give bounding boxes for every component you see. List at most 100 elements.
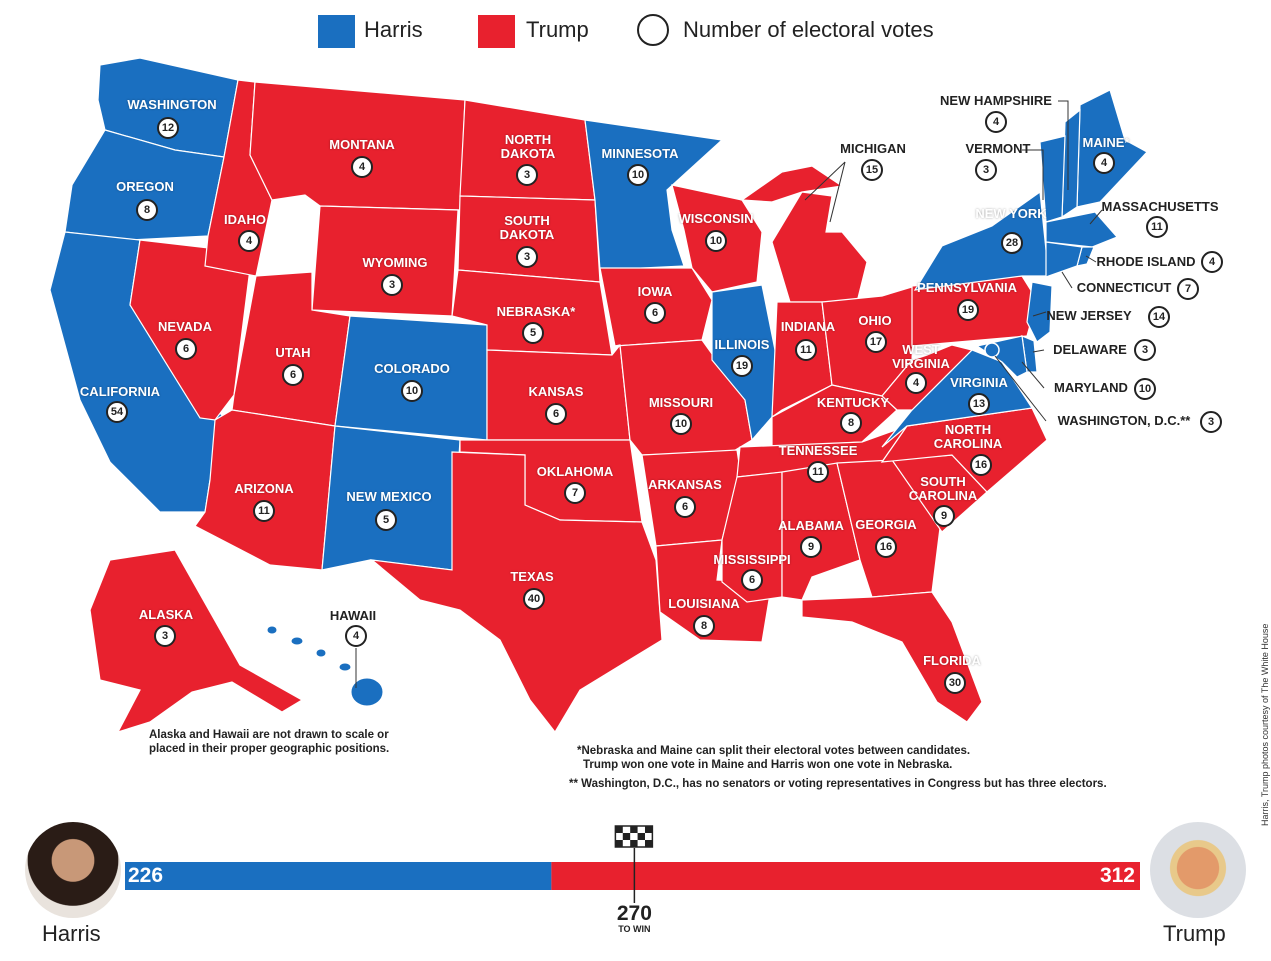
state-label: ALASKA [138, 607, 194, 622]
finish-flag [644, 826, 653, 833]
state-label: KANSAS [528, 384, 584, 399]
harris-total: 226 [128, 864, 164, 887]
electoral-votes: 14 [1148, 306, 1170, 328]
electoral-votes: 3 [1134, 339, 1156, 361]
legend-circle [637, 14, 669, 46]
electoral-votes: 16 [875, 536, 897, 558]
state-shape [801, 591, 983, 723]
electoral-votes: 9 [933, 505, 955, 527]
electoral-votes: 4 [351, 156, 373, 178]
electoral-votes: 3 [516, 164, 538, 186]
state-label: CONNECTICUT [1076, 280, 1172, 295]
electoral-votes: 11 [807, 461, 829, 483]
state-label: VIRGINIA [950, 375, 1008, 390]
state-label: LOUISIANA [668, 596, 740, 611]
electoral-votes: 15 [861, 159, 883, 181]
note: ** Washington, D.C., has no senators or … [569, 778, 1107, 790]
leader-line [1032, 349, 1045, 353]
finish-flag [630, 840, 638, 847]
state-shape [350, 677, 384, 707]
state-label: NEW HAMPSHIRE [940, 93, 1052, 108]
state-label: MARYLAND [1054, 380, 1128, 395]
state-label: CALIFORNIA [79, 384, 161, 399]
state-label: MICHIGAN [840, 141, 906, 156]
electoral-votes: 10 [1134, 378, 1156, 400]
trump-photo [1150, 822, 1246, 918]
harris-bar [125, 862, 552, 890]
harris-name: Harris [42, 921, 101, 946]
win-label: TO WIN [618, 924, 651, 934]
electoral-votes: 19 [731, 355, 753, 377]
electoral-votes: 3 [1200, 411, 1222, 433]
electoral-votes: 4 [345, 625, 367, 647]
state-label: INDIANA [780, 319, 836, 334]
state-shape [290, 636, 304, 646]
state-label: OKLAHOMA [536, 464, 614, 479]
electoral-votes: 3 [381, 274, 403, 296]
win-number: 270 [616, 902, 652, 925]
state-shape [584, 119, 724, 271]
trump-name: Trump [1163, 921, 1226, 946]
state-label: MASSACHUSETTS [1101, 199, 1219, 214]
leader-line [804, 161, 846, 201]
leader-line [1089, 209, 1103, 225]
electoral-votes: 16 [970, 454, 992, 476]
state-label: WEST VIRGINIA [892, 342, 950, 371]
electoral-votes: 11 [795, 339, 817, 361]
state-shape [370, 451, 663, 734]
state-label: WYOMING [362, 255, 428, 270]
state-label: ARIZONA [234, 481, 294, 496]
electoral-votes: 3 [516, 246, 538, 268]
state-label: MINNESOTA [601, 146, 679, 161]
electoral-votes: 28 [1001, 232, 1023, 254]
state-shape [1061, 108, 1081, 219]
electoral-votes: 4 [1201, 251, 1223, 273]
electoral-votes: 7 [564, 482, 586, 504]
note: Trump won one vote in Maine and Harris w… [583, 759, 953, 771]
state-label: UTAH [275, 345, 311, 360]
state-shape [913, 190, 1053, 291]
state-label: GEORGIA [855, 517, 917, 532]
legend-swatch [478, 15, 515, 48]
finish-flag [637, 833, 645, 840]
electoral-votes: 5 [375, 509, 397, 531]
state-label: NORTH DAKOTA [500, 132, 556, 161]
dc-marker [984, 342, 1000, 358]
electoral-votes: 10 [705, 230, 727, 252]
electoral-votes: 6 [674, 496, 696, 518]
electoral-votes: 8 [136, 199, 158, 221]
trump-total: 312 [1099, 864, 1135, 887]
leader-line [1021, 361, 1045, 389]
state-label: IOWA [637, 284, 673, 299]
leader-line [829, 161, 846, 223]
state-label: MONTANA [329, 137, 395, 152]
legend-label: Trump [526, 17, 589, 42]
state-shape [338, 662, 352, 672]
electoral-votes: 6 [644, 302, 666, 324]
state-shape [771, 191, 868, 303]
note: *Nebraska and Maine can split their elec… [577, 745, 971, 757]
state-label: NORTH CAROLINA [933, 422, 1003, 451]
electoral-votes: 3 [975, 159, 997, 181]
state-label: WASHINGTON, D.C.** [1057, 413, 1191, 428]
electoral-votes: 10 [401, 380, 423, 402]
electoral-votes: 17 [865, 331, 887, 353]
state-label: MISSOURI [648, 395, 714, 410]
electoral-votes: 10 [627, 164, 649, 186]
finish-flag [615, 826, 623, 833]
electoral-votes: 30 [944, 672, 966, 694]
state-shape [89, 549, 304, 734]
electoral-votes: 8 [693, 615, 715, 637]
state-label: NEW JERSEY [1046, 308, 1132, 323]
state-label: WASHINGTON [127, 97, 217, 112]
electoral-votes: 10 [670, 413, 692, 435]
state-label: ARKANSAS [648, 477, 722, 492]
electoral-votes: 19 [957, 299, 979, 321]
legend-label: Number of electoral votes [683, 17, 934, 42]
harris-photo [25, 822, 121, 918]
state-label: OREGON [116, 179, 174, 194]
state-shape [655, 539, 773, 643]
state-label: COLORADO [374, 361, 450, 376]
state-label: NEW YORK [975, 206, 1047, 221]
